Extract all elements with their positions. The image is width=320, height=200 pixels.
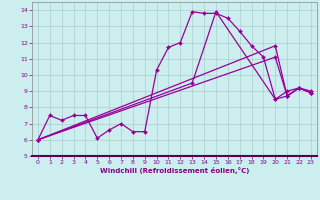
X-axis label: Windchill (Refroidissement éolien,°C): Windchill (Refroidissement éolien,°C): [100, 167, 249, 174]
